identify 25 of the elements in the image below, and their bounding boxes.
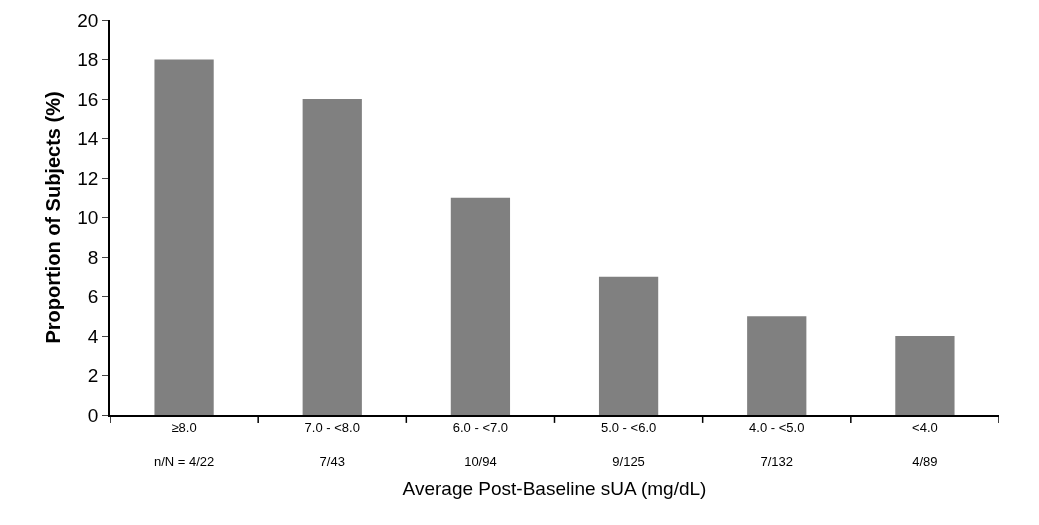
y-tick-label: 8 — [87, 246, 99, 268]
bar — [747, 316, 807, 415]
y-tick-label: 14 — [77, 128, 99, 150]
category-label: 4.0 - <5.0 7/132 — [749, 420, 805, 470]
y-tick-label: 16 — [77, 88, 99, 110]
y-tick-label: 10 — [77, 207, 99, 229]
y-tick-label: 20 — [77, 9, 99, 31]
category-label: 5.0 - <6.0 9/125 — [600, 420, 657, 470]
x-axis-title: Average Post-Baseline sUA (mg/dL) — [402, 478, 707, 500]
category-label: 7.0 - <8.0 7/43 — [304, 420, 360, 470]
bar — [895, 336, 955, 415]
bar — [154, 59, 214, 415]
y-tick-label: 4 — [87, 325, 99, 347]
bar — [598, 276, 659, 415]
y-tick-label: 6 — [87, 286, 99, 308]
y-tick-label: 2 — [87, 365, 99, 387]
y-tick-label: 0 — [87, 404, 99, 426]
category-label: ≥8.0 n/N = 4/22 — [153, 420, 215, 470]
bar — [450, 197, 511, 415]
category-label: <4.0 4/89 — [912, 420, 938, 470]
y-tick-label: 12 — [77, 167, 99, 189]
category-label: 6.0 - <7.0 10/94 — [452, 420, 509, 470]
bar — [302, 99, 362, 415]
y-axis-title: Proportion of Subjects (%) — [41, 91, 64, 344]
y-tick-label: 18 — [77, 49, 99, 71]
